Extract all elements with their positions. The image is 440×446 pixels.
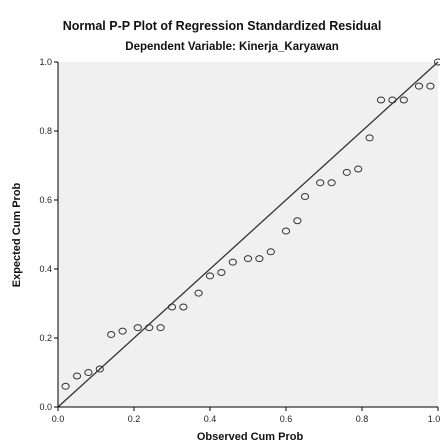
data-point xyxy=(61,382,70,390)
data-point xyxy=(426,82,435,90)
data-point xyxy=(167,303,177,311)
data-point xyxy=(217,268,226,276)
data-point xyxy=(388,96,397,104)
data-point xyxy=(133,324,142,332)
data-point xyxy=(365,134,374,142)
data-point xyxy=(316,179,325,187)
data-point xyxy=(354,165,363,173)
data-point xyxy=(342,168,351,176)
data-point xyxy=(194,289,203,297)
data-point xyxy=(145,324,154,332)
data-point xyxy=(255,255,264,263)
chart-subtitle: Dependent Variable: Kinerja_Karyawan xyxy=(125,41,338,53)
y-axis-label: Expected Cum Prob xyxy=(11,182,23,287)
data-point xyxy=(95,365,104,373)
data-point xyxy=(327,179,336,187)
y-tick-label: 0.6 xyxy=(39,195,52,205)
x-tick-label: 0.8 xyxy=(356,414,369,424)
data-point xyxy=(399,96,408,104)
x-tick-label: 1.0 xyxy=(428,414,440,424)
data-point xyxy=(281,227,291,235)
x-tick-label: 0.2 xyxy=(128,414,141,424)
data-point xyxy=(376,96,386,104)
chart-title: Normal P-P Plot of Regression Standardiz… xyxy=(63,19,382,33)
data-point xyxy=(433,58,440,66)
data-point xyxy=(243,255,253,263)
data-point xyxy=(179,303,188,311)
y-tick-label: 1.0 xyxy=(39,57,52,67)
x-tick-label: 0.6 xyxy=(280,414,293,424)
y-tick-label: 0.8 xyxy=(39,126,52,136)
x-axis-label: Observed Cum Prob xyxy=(197,431,304,443)
data-point xyxy=(300,193,310,201)
y-tick-label: 0.0 xyxy=(39,402,52,412)
data-point xyxy=(156,324,165,332)
data-point xyxy=(107,331,116,339)
data-point xyxy=(228,258,237,266)
x-tick-label: 0.4 xyxy=(204,414,217,424)
data-point xyxy=(118,327,127,335)
y-tick-label: 0.2 xyxy=(39,333,52,343)
reference-line xyxy=(57,61,439,408)
x-tick-label: 0.0 xyxy=(52,414,65,424)
data-point xyxy=(266,248,275,256)
data-point xyxy=(205,272,215,280)
y-tick-label: 0.4 xyxy=(39,264,52,274)
data-point xyxy=(293,217,302,225)
data-point xyxy=(72,372,82,380)
data-point xyxy=(84,369,93,376)
data-point xyxy=(414,82,424,90)
